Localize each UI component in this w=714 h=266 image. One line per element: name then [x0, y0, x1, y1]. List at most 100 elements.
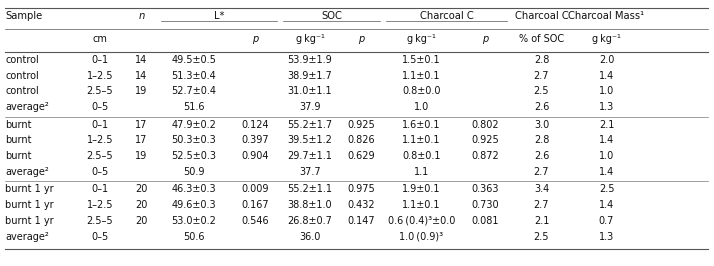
Text: burnt: burnt [5, 135, 31, 146]
Text: 3.4: 3.4 [534, 184, 549, 194]
Text: average²: average² [5, 102, 49, 112]
Text: 0.6 (0.4)³±0.0: 0.6 (0.4)³±0.0 [388, 216, 456, 226]
Text: 14: 14 [136, 71, 148, 81]
Text: 51.6: 51.6 [183, 102, 205, 112]
Text: Charcoal C: Charcoal C [420, 11, 473, 21]
Text: 20: 20 [136, 184, 148, 194]
Text: control: control [5, 71, 39, 81]
Text: 0.826: 0.826 [348, 135, 376, 146]
Text: 1.0 (0.9)³: 1.0 (0.9)³ [399, 232, 443, 242]
Text: 53.9±1.9: 53.9±1.9 [288, 55, 333, 65]
Text: 2.6: 2.6 [534, 102, 549, 112]
Text: average²: average² [5, 232, 49, 242]
Text: 0.925: 0.925 [471, 135, 499, 146]
Text: 2.1: 2.1 [599, 120, 614, 130]
Text: p: p [252, 34, 258, 44]
Text: 31.0±1.1: 31.0±1.1 [288, 86, 332, 97]
Text: 39.5±1.2: 39.5±1.2 [288, 135, 333, 146]
Text: 0.167: 0.167 [241, 200, 268, 210]
Text: 2.5: 2.5 [534, 232, 549, 242]
Text: 2.7: 2.7 [534, 200, 549, 210]
Text: 0–1: 0–1 [91, 120, 109, 130]
Text: 14: 14 [136, 55, 148, 65]
Text: 50.6: 50.6 [183, 232, 205, 242]
Text: 0–5: 0–5 [91, 167, 109, 177]
Text: 1–2.5: 1–2.5 [86, 200, 114, 210]
Text: burnt 1 yr: burnt 1 yr [5, 216, 54, 226]
Text: 20: 20 [136, 200, 148, 210]
Text: 1.1±0.1: 1.1±0.1 [402, 200, 441, 210]
Text: 1.1±0.1: 1.1±0.1 [402, 71, 441, 81]
Text: 49.5±0.5: 49.5±0.5 [171, 55, 216, 65]
Text: 17: 17 [136, 135, 148, 146]
Text: 0.730: 0.730 [471, 200, 499, 210]
Text: 52.7±0.4: 52.7±0.4 [171, 86, 216, 97]
Text: 55.2±1.7: 55.2±1.7 [288, 120, 333, 130]
Text: 2.8: 2.8 [534, 135, 549, 146]
Text: 29.7±1.1: 29.7±1.1 [288, 151, 333, 161]
Text: 0.124: 0.124 [241, 120, 268, 130]
Text: 1.0: 1.0 [599, 86, 614, 97]
Text: g kg⁻¹: g kg⁻¹ [407, 34, 436, 44]
Text: 0.009: 0.009 [241, 184, 268, 194]
Text: 0.363: 0.363 [471, 184, 499, 194]
Text: average²: average² [5, 167, 49, 177]
Text: 1.3: 1.3 [599, 102, 614, 112]
Text: SOC: SOC [321, 11, 342, 21]
Text: 38.9±1.7: 38.9±1.7 [288, 71, 333, 81]
Text: 0–1: 0–1 [91, 184, 109, 194]
Text: 2.5: 2.5 [599, 184, 614, 194]
Text: 0.7: 0.7 [599, 216, 614, 226]
Text: p: p [358, 34, 365, 44]
Text: Charcoal C: Charcoal C [515, 11, 568, 21]
Text: burnt 1 yr: burnt 1 yr [5, 184, 54, 194]
Text: 2.8: 2.8 [534, 55, 549, 65]
Text: 2.5–5: 2.5–5 [86, 216, 114, 226]
Text: 2.7: 2.7 [534, 167, 549, 177]
Text: 38.8±1.0: 38.8±1.0 [288, 200, 332, 210]
Text: 51.3±0.4: 51.3±0.4 [171, 71, 216, 81]
Text: % of SOC: % of SOC [519, 34, 564, 44]
Text: 0.925: 0.925 [348, 120, 376, 130]
Text: 0.397: 0.397 [241, 135, 268, 146]
Text: 0.802: 0.802 [471, 120, 499, 130]
Text: 2.5: 2.5 [534, 86, 549, 97]
Text: L*: L* [213, 11, 224, 21]
Text: control: control [5, 55, 39, 65]
Text: 50.3±0.3: 50.3±0.3 [171, 135, 216, 146]
Text: 17: 17 [136, 120, 148, 130]
Text: 2.1: 2.1 [534, 216, 549, 226]
Text: Sample: Sample [5, 11, 42, 21]
Text: 3.0: 3.0 [534, 120, 549, 130]
Text: 0.975: 0.975 [348, 184, 376, 194]
Text: 1.4: 1.4 [599, 71, 614, 81]
Text: 2.6: 2.6 [534, 151, 549, 161]
Text: 19: 19 [136, 151, 148, 161]
Text: 1.1: 1.1 [414, 167, 429, 177]
Text: 0.8±0.1: 0.8±0.1 [402, 151, 441, 161]
Text: 0.904: 0.904 [241, 151, 268, 161]
Text: cm: cm [93, 34, 107, 44]
Text: 26.8±0.7: 26.8±0.7 [288, 216, 333, 226]
Text: 37.9: 37.9 [299, 102, 321, 112]
Text: 46.3±0.3: 46.3±0.3 [171, 184, 216, 194]
Text: burnt 1 yr: burnt 1 yr [5, 200, 54, 210]
Text: 0–1: 0–1 [91, 55, 109, 65]
Text: 2.7: 2.7 [534, 71, 549, 81]
Text: 36.0: 36.0 [299, 232, 321, 242]
Text: 47.9±0.2: 47.9±0.2 [171, 120, 216, 130]
Text: 0.546: 0.546 [241, 216, 268, 226]
Text: 2.0: 2.0 [599, 55, 614, 65]
Text: 1.6±0.1: 1.6±0.1 [402, 120, 441, 130]
Text: 52.5±0.3: 52.5±0.3 [171, 151, 216, 161]
Text: 1.0: 1.0 [414, 102, 429, 112]
Text: 0.432: 0.432 [348, 200, 376, 210]
Text: 0–5: 0–5 [91, 232, 109, 242]
Text: 20: 20 [136, 216, 148, 226]
Text: 0.147: 0.147 [348, 216, 376, 226]
Text: 1.0: 1.0 [599, 151, 614, 161]
Text: 0.8±0.0: 0.8±0.0 [402, 86, 441, 97]
Text: 53.0±0.2: 53.0±0.2 [171, 216, 216, 226]
Text: 19: 19 [136, 86, 148, 97]
Text: 1.4: 1.4 [599, 167, 614, 177]
